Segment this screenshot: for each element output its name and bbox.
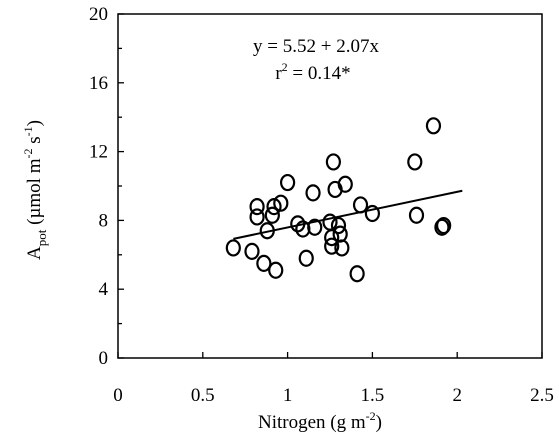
y-axis-label-sup1: -2 (21, 149, 35, 159)
data-point (298, 249, 314, 267)
data-point (337, 175, 353, 193)
data-point (264, 206, 280, 224)
data-point (349, 265, 365, 283)
data-point (436, 216, 452, 235)
r2-symbol: r (275, 63, 282, 84)
r2-value: = 0.14* (288, 63, 351, 84)
data-point (407, 153, 423, 171)
x-axis-label: Nitrogen (g m-2) (258, 409, 382, 433)
y-axis-label-rest: (µmol m (24, 158, 45, 229)
data-point (434, 218, 450, 236)
x-tick-label: 1 (283, 385, 293, 406)
y-axis-label-close: ) (24, 120, 45, 126)
data-point (273, 194, 289, 212)
x-tick-label: 0.5 (191, 385, 215, 406)
x-tick-label: 2 (452, 385, 462, 406)
x-axis-label-text: Nitrogen (g m (258, 412, 366, 433)
data-point (268, 261, 284, 279)
y-tick-label: 4 (99, 279, 109, 300)
y-axis-label-sup2: -1 (21, 126, 35, 136)
regression-line (233, 189, 463, 240)
data-point (332, 225, 348, 243)
data-point (364, 204, 380, 223)
x-axis-label-sup: -2 (366, 409, 376, 423)
y-axis: 0 4 8 12 16 20 (89, 4, 124, 369)
regression-equation: y = 5.52 + 2.07x (253, 36, 379, 57)
data-points (225, 117, 452, 283)
x-axis: 0 0.5 1 1.5 2 2.5 (113, 352, 554, 406)
data-point (408, 206, 425, 224)
data-point (244, 242, 260, 260)
y-axis-label-base: A (24, 246, 45, 260)
r2-superscript: 2 (282, 60, 288, 74)
data-point (256, 254, 272, 272)
data-point (259, 222, 275, 240)
y-tick-label: 20 (89, 4, 108, 25)
data-point (249, 198, 265, 216)
data-point (330, 216, 347, 235)
data-point (280, 173, 296, 192)
y-axis-label: Apot (µmol m-2 s-1) (21, 120, 49, 260)
x-tick-label: 0 (113, 385, 123, 406)
x-axis-label-close: ) (376, 412, 382, 433)
data-point (324, 237, 340, 255)
data-point (325, 153, 341, 171)
data-point (334, 239, 350, 257)
data-point (322, 213, 338, 231)
x-tick-label: 1.5 (361, 385, 385, 406)
y-tick-label: 8 (99, 210, 109, 231)
regression-r2: r2 = 0.14* (275, 60, 350, 84)
data-point (425, 117, 442, 135)
data-point (305, 184, 321, 202)
data-point (249, 208, 265, 226)
y-tick-label: 12 (89, 142, 108, 163)
y-tick-label: 16 (89, 73, 108, 94)
y-tick-label: 0 (99, 348, 109, 369)
data-point (225, 239, 241, 257)
regression-line-group (233, 189, 463, 240)
data-point (266, 198, 282, 216)
data-point (307, 218, 323, 236)
data-point (324, 229, 340, 247)
y-axis-label-sub: pot (34, 229, 49, 246)
data-point (352, 196, 369, 214)
y-axis-label-mid: s (24, 136, 45, 148)
x-tick-label: 2.5 (530, 385, 554, 406)
